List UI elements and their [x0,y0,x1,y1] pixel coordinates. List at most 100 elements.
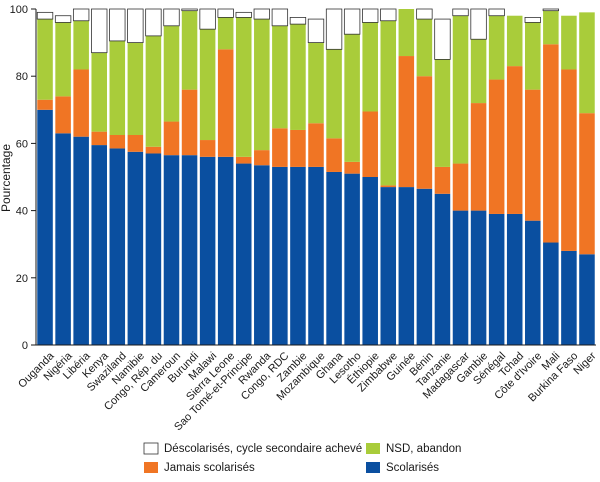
bar-segment [91,8,108,54]
bar-segment [579,113,595,255]
bar-stack [506,15,523,345]
bar-segment [506,66,523,214]
bar-stack [380,8,397,345]
bar-segment [470,8,487,40]
bar-segment [289,16,307,25]
bar-segment [343,8,361,35]
bar-stack [470,8,487,345]
bar-segment [380,187,397,345]
bar-stack [289,16,307,345]
legend: Déscolarisés, cycle secondaire achevé NSD… [143,442,461,474]
bar-segment [525,89,541,221]
bar-segment [362,177,378,345]
bar-segment [235,11,252,18]
bar-segment [579,254,595,345]
bar-segment [109,8,126,42]
bar-segment [199,156,216,345]
bar-segment [380,185,397,188]
bar-segment [181,10,198,90]
bar-segment [73,136,89,345]
bar-segment [272,128,288,167]
bar-segment [127,8,144,43]
bar-segment [217,8,234,18]
bar-segment [380,20,397,186]
bar-segment [91,145,107,345]
bar-segment [54,15,72,23]
bar-segment [145,8,162,37]
bar-segment [434,18,451,60]
bar-stack [307,18,325,345]
bar-segment [326,138,342,172]
bar-segment [524,16,541,23]
bar-segment [434,166,451,194]
bar-stack [199,8,216,345]
bar-segment [37,99,53,110]
bar-segment [290,129,306,167]
bar-segment [181,155,198,345]
bar-segment [199,140,216,157]
bar-segment [344,161,360,174]
bar-segment [525,22,541,90]
bar-stack [579,12,595,345]
y-tick-label: 40 [16,206,28,218]
bar-stack [36,11,54,345]
bar-segment [308,166,324,345]
bar-segment [452,210,469,345]
bar-segment [163,8,180,27]
legend-label: Scolarisés [386,462,439,474]
bar-stack [343,8,361,345]
bar-segment [181,89,198,156]
bar-segment [362,8,379,23]
bar-segment [272,25,288,129]
bar-segment [181,8,198,12]
legend-swatch [366,462,380,473]
bar-stack [54,15,72,345]
bar-stack [452,8,469,345]
bar-segment [199,8,216,30]
bar-stack [542,8,560,345]
bar-segment [416,76,433,189]
y-tick-label: 0 [22,340,28,352]
bar-stack [91,8,108,345]
bar-segment [579,12,595,114]
bar-segment [344,173,360,345]
bar-segment [416,188,433,345]
bar-segment [217,17,234,50]
bar-stack [217,8,234,345]
bar-segment [145,153,162,345]
bar-segment [127,42,144,135]
bar-segment [561,250,577,345]
bar-segment [525,220,541,345]
x-axis-category-labels: OugandaNigériaLibériaKenyaSwazilandNamib… [16,349,599,433]
bar-stack [127,8,144,345]
bar-segment [362,22,378,112]
bar-segment [91,131,107,146]
bar-stack [72,8,90,345]
y-axis-ticks: 0 20 40 60 80 100 [10,4,36,352]
bar-segment [416,8,433,20]
bar-segment [254,150,270,166]
bar-stack [271,8,289,345]
bar-segment [326,49,342,139]
bar-segment [543,242,559,345]
bar-segment [55,133,71,345]
bar-segment [380,8,397,22]
bar-segment [307,18,325,44]
bar-segment [163,121,180,156]
legend-swatch [366,443,380,454]
bar-segment [37,19,53,100]
bar-stack [416,8,433,345]
bar-segment [398,9,415,57]
bar-segment [109,148,126,345]
bar-segment [488,15,505,80]
bar-segment [362,111,378,177]
bar-segment [325,8,343,50]
bar-segment [470,103,487,211]
legend-label: NSD, abandon [386,443,461,455]
bar-segment [452,8,469,17]
bar-segment [73,69,89,137]
bar-segment [488,79,505,214]
bar-stack [561,15,577,345]
bar-segment [217,49,234,157]
